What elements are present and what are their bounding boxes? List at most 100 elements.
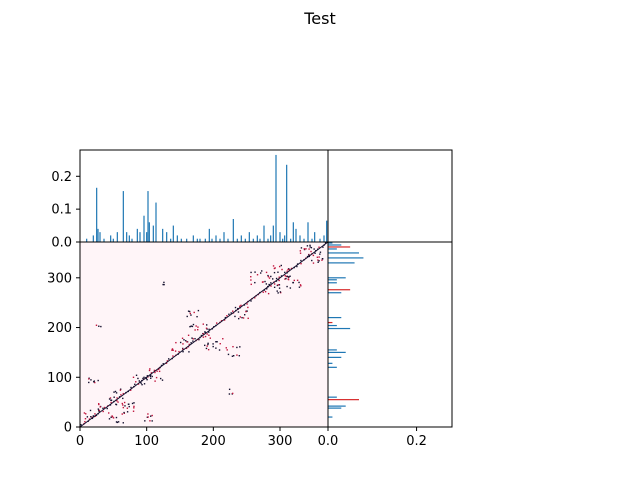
heatmap-cell (197, 309, 200, 312)
heatmap-cell (92, 381, 95, 383)
heatmap-cell (278, 284, 281, 286)
top-marginal-bar (172, 225, 174, 242)
heatmap-cell (298, 281, 300, 284)
heatmap-cell (242, 317, 245, 319)
heatmap-cell (122, 422, 124, 424)
heatmap-cell (318, 260, 320, 262)
heatmap-cell (245, 310, 247, 313)
heatmap-cell (122, 406, 125, 409)
right-marginal-bar (328, 282, 337, 284)
heatmap-cell (296, 279, 299, 282)
heatmap-cell (98, 403, 100, 406)
heatmap-cell (119, 388, 122, 390)
heatmap-cell (299, 284, 302, 286)
heatmap-cell (151, 375, 153, 378)
heatmap-cell (264, 280, 266, 283)
heatmap-cell (146, 416, 149, 418)
heatmap-cell (318, 256, 320, 258)
top-marginal-bar (155, 202, 157, 242)
heatmap-cell (318, 246, 320, 248)
heatmap-cell (204, 335, 207, 338)
heatmap-cell (296, 265, 298, 268)
heatmap-cell (80, 424, 82, 426)
heatmap-cell (149, 375, 152, 378)
heatmap-cell (113, 391, 115, 393)
heatmap-cell (148, 369, 151, 372)
heatmap-cell (172, 349, 174, 351)
heatmap-cell (270, 275, 272, 278)
heatmap-cell (206, 345, 208, 347)
heatmap-diagonal (79, 241, 329, 428)
heatmap-cell (317, 259, 319, 261)
heatmap-cell (116, 397, 118, 399)
heatmap-cell (189, 312, 192, 315)
heatmap-cell (219, 342, 221, 345)
top-marginal-bar (319, 238, 321, 242)
heatmap-cell (149, 374, 152, 376)
heatmap-cell (310, 250, 312, 253)
top-marginal-bar (146, 232, 148, 242)
heatmap-cell (321, 259, 323, 261)
heatmap-cell (247, 317, 249, 320)
heatmap-cell (293, 279, 295, 282)
heatmap-cell (95, 414, 98, 417)
top-marginal-bar (323, 235, 325, 242)
heatmap-cell (102, 407, 104, 410)
heatmap-cell (90, 379, 92, 381)
heatmap-cell (300, 259, 302, 262)
heatmap-cell (187, 310, 190, 312)
heatmap-cell (275, 280, 278, 282)
heatmap-cell (306, 245, 309, 247)
heatmap-cell (108, 398, 111, 400)
heatmap-cell (285, 275, 287, 278)
heatmap-cell (142, 377, 144, 380)
heatmap-cell (149, 368, 151, 370)
heatmap-cell (190, 325, 192, 327)
heatmap-cell (133, 405, 135, 408)
right-marginal-bar (328, 362, 333, 364)
heatmap-y-tick-label: 300 (47, 271, 72, 286)
heatmap-cell (232, 345, 234, 348)
heatmap-cell (228, 313, 230, 315)
heatmap-cell (273, 286, 276, 289)
top-marginal-bar (192, 235, 194, 242)
heatmap-cell (299, 252, 302, 254)
heatmap-cell (300, 247, 303, 249)
heatmap-cell (215, 347, 217, 349)
top-marginal-bar (97, 228, 99, 242)
heatmap-cell (115, 392, 118, 394)
heatmap-cell (90, 416, 92, 418)
heatmap-cell (288, 269, 290, 271)
heatmap-cell (256, 274, 259, 276)
heatmap-cell (279, 291, 282, 294)
heatmap-cell (204, 344, 206, 347)
top-marginal-bar (116, 232, 118, 242)
heatmap-cell (110, 416, 112, 418)
heatmap-cell (254, 271, 256, 273)
heatmap-cell (276, 284, 279, 287)
top-marginal-bar (275, 154, 277, 242)
heatmap-cell (182, 347, 184, 350)
heatmap-cell (286, 285, 288, 288)
heatmap-cell (247, 306, 249, 309)
heatmap-x-tick-label: 200 (201, 434, 226, 449)
heatmap-cell (288, 276, 290, 278)
heatmap-cell (98, 409, 101, 412)
top-marginal-bar (208, 228, 210, 242)
heatmap-cell (134, 383, 136, 386)
heatmap-cell (115, 421, 118, 423)
heatmap-cell (143, 383, 146, 385)
corner-frame (327, 149, 453, 243)
heatmap-cell (178, 350, 180, 353)
heatmap-cell (119, 389, 122, 391)
heatmap-cell (153, 369, 156, 372)
heatmap-cell (312, 254, 315, 257)
heatmap-cell (195, 325, 197, 327)
heatmap-cell (237, 317, 240, 320)
heatmap-cell (92, 415, 95, 417)
heatmap-cell (132, 376, 135, 379)
heatmap-cell (259, 272, 262, 274)
heatmap-cell (147, 416, 149, 418)
heatmap-cell (121, 413, 123, 415)
right-marginal-bar (328, 316, 342, 319)
